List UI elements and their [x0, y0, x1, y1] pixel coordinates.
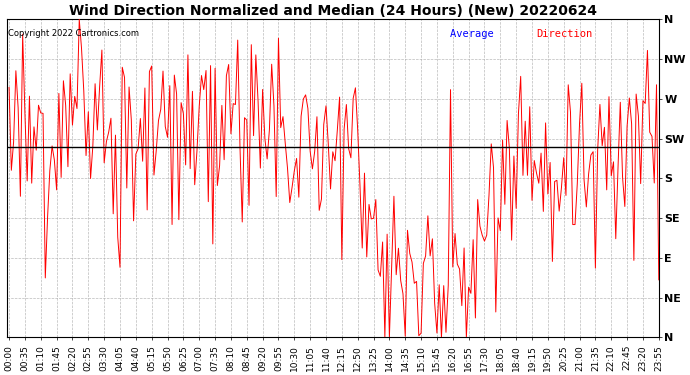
Text: Direction: Direction — [536, 29, 593, 39]
Text: Average: Average — [450, 29, 500, 39]
Title: Wind Direction Normalized and Median (24 Hours) (New) 20220624: Wind Direction Normalized and Median (24… — [69, 4, 597, 18]
Text: Copyright 2022 Cartronics.com: Copyright 2022 Cartronics.com — [8, 29, 139, 38]
